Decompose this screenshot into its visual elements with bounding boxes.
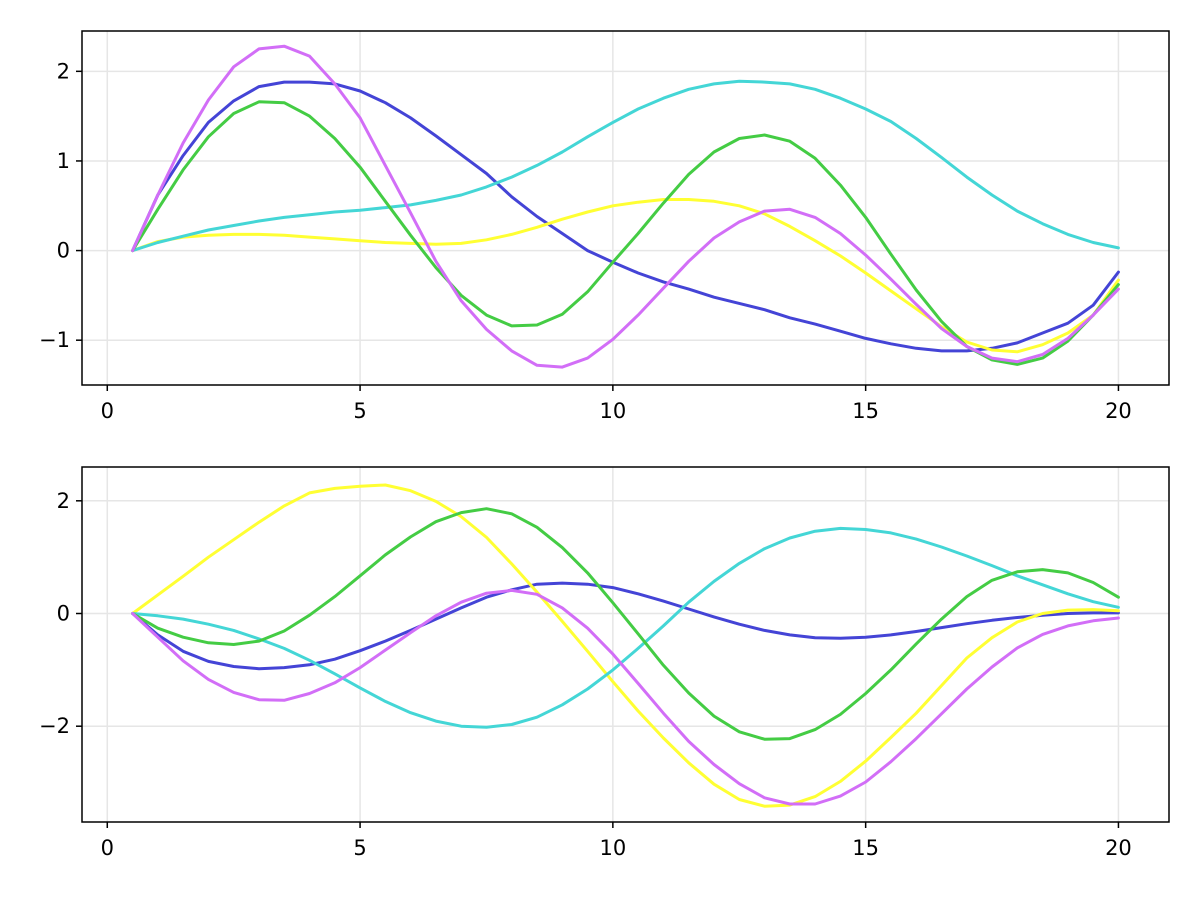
y-tick-label: 0 — [57, 239, 70, 263]
x-tick-label: 10 — [599, 399, 626, 423]
x-tick-label: 20 — [1105, 836, 1132, 860]
series-line-5 — [131, 588, 1120, 806]
series-line-5 — [131, 44, 1120, 369]
y-tick-label: −1 — [39, 328, 70, 352]
x-tick-label: 10 — [599, 836, 626, 860]
series-line-4 — [131, 507, 1120, 741]
x-tick-label: 15 — [852, 836, 879, 860]
y-tick-label: 1 — [57, 149, 70, 173]
top-plot: 0 5 10 15 20 −1 0 1 2 — [39, 30, 1170, 423]
y-tick-label: 2 — [57, 59, 70, 83]
x-tick-label: 0 — [101, 399, 114, 423]
series-line-4 — [131, 100, 1120, 366]
y-tick-label: 0 — [57, 602, 70, 626]
x-tick-label: 20 — [1105, 399, 1132, 423]
series-line-3 — [131, 79, 1120, 253]
y-tick-label: 2 — [57, 489, 70, 513]
series-line-1 — [131, 581, 1120, 671]
series-line-2 — [131, 483, 1120, 808]
series-line-3 — [131, 526, 1120, 729]
x-tick-label: 15 — [852, 399, 879, 423]
plot-frame — [81, 30, 1170, 386]
plot-frame — [81, 466, 1170, 823]
x-tick-label: 5 — [353, 399, 366, 423]
x-tick-label: 5 — [353, 836, 366, 860]
bottom-plot: 0 5 10 15 20 −2 0 2 — [39, 466, 1170, 860]
y-tick-label: −2 — [39, 714, 70, 738]
series-line-1 — [131, 80, 1120, 353]
x-tick-label: 0 — [101, 836, 114, 860]
